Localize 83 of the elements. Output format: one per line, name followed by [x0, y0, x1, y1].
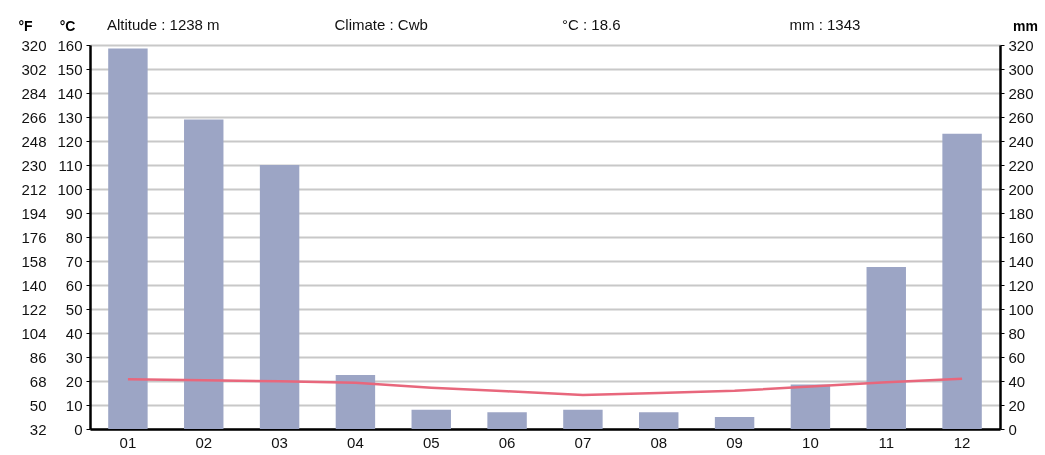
y2-tick-label: 300: [1008, 60, 1034, 78]
y3-tick-label: 68: [29, 372, 47, 390]
bar: [866, 267, 906, 429]
y3-tick-label: 140: [21, 276, 47, 294]
text: °C : 18.6: [562, 16, 621, 33]
y3-tick-label: 284: [21, 84, 47, 102]
line-series: [126, 377, 964, 397]
x-tick-label: 09: [726, 433, 743, 451]
x-tick-label: 10: [802, 433, 819, 451]
bar: [108, 48, 148, 429]
y-tick-label: 150: [57, 60, 83, 78]
text: Altitude : 1238 m: [107, 16, 220, 33]
y2-tick-label: 160: [1008, 228, 1034, 246]
text: Climate : Cwb: [334, 16, 428, 33]
y2-tick-label: 240: [1008, 132, 1034, 150]
x-tick-label: 08: [650, 433, 668, 451]
y2-tick-label: 280: [1008, 84, 1034, 102]
y2-tick-label: 40: [1008, 372, 1026, 390]
y2-tick-label: 220: [1008, 156, 1034, 174]
x-tick-label: 11: [878, 433, 895, 451]
y3-tick-label: 122: [21, 300, 47, 318]
y3-tick-label: 194: [21, 204, 47, 222]
y2-axis-title: mm: [1013, 17, 1038, 34]
y2-tick-label: 120: [1008, 276, 1034, 294]
y-tick-label: 120: [57, 132, 83, 150]
y3-axis-title: °F: [18, 17, 34, 34]
y2-tick-label: 20: [1008, 396, 1026, 414]
y-tick-label: 70: [65, 252, 83, 270]
y-tick-label: 140: [57, 84, 83, 102]
bar: [714, 417, 755, 429]
y-tick-label: 110: [58, 156, 83, 174]
y3-tick-label: 50: [29, 396, 47, 414]
y-tick-label: 20: [65, 372, 83, 390]
y3-tick-label: 248: [21, 132, 47, 150]
y3-tick-label: 302: [21, 60, 47, 78]
y3-tick-label: 320: [21, 36, 47, 54]
y-tick-label: 30: [65, 348, 83, 366]
y3-tick-label: 176: [21, 228, 47, 246]
y2-tick-label: 320: [1008, 36, 1034, 54]
bar: [563, 409, 603, 429]
y2-tick-label: 180: [1008, 204, 1034, 222]
bar: [639, 412, 679, 429]
y-tick-label: 80: [65, 228, 83, 246]
y2-tick-label: 140: [1008, 252, 1034, 270]
y3-tick-label: 266: [21, 108, 47, 126]
bar: [487, 412, 527, 429]
y-tick-label: 0: [74, 420, 83, 438]
x-tick-label: 06: [498, 433, 516, 451]
y-tick-label: 50: [65, 300, 83, 318]
x-tick-label: 01: [119, 433, 137, 451]
y-tick-label: 40: [65, 324, 83, 342]
y-tick-label: 90: [65, 204, 83, 222]
bar: [942, 133, 982, 429]
y2-tick-label: 0: [1008, 420, 1017, 438]
x-tick-label: 03: [271, 433, 288, 451]
x-tick-label: 05: [422, 433, 440, 451]
y2-tick-label: 100: [1008, 300, 1034, 318]
bar: [411, 409, 451, 429]
x-tick-label: 04: [347, 433, 364, 451]
x-tick-label: 07: [574, 433, 592, 451]
x-tick-label: 12: [953, 433, 971, 451]
y2-tick-label: 60: [1008, 348, 1026, 366]
y2-tick-label: 260: [1008, 108, 1034, 126]
bar: [184, 119, 224, 429]
y-tick-label: 10: [65, 396, 83, 414]
y3-tick-label: 158: [21, 252, 47, 270]
y-tick-label: 130: [57, 108, 83, 126]
y3-tick-label: 104: [21, 324, 47, 342]
y-tick-label: 60: [65, 276, 83, 294]
text: mm : 1343: [789, 16, 861, 33]
y3-tick-label: 32: [29, 420, 47, 438]
y3-tick-label: 212: [21, 180, 47, 198]
y3-tick-label: 86: [29, 348, 47, 366]
bar: [335, 375, 376, 429]
bar: [790, 384, 831, 429]
y2-tick-label: 80: [1008, 324, 1026, 342]
y2-tick-label: 200: [1008, 180, 1034, 198]
x-tick-label: 02: [195, 433, 213, 451]
y-tick-label: 160: [57, 36, 83, 54]
bar: [259, 165, 300, 429]
y-axis-title: °C: [59, 17, 76, 34]
y3-tick-label: 230: [21, 156, 47, 174]
y-tick-label: 100: [57, 180, 83, 198]
